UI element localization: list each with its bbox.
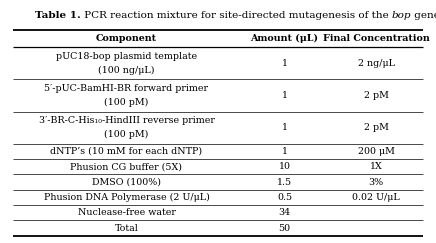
Text: 1: 1 [282, 91, 287, 100]
Text: 3%: 3% [368, 178, 384, 187]
Text: gene.: gene. [411, 11, 436, 20]
Text: 1X: 1X [370, 162, 382, 171]
Text: 2 pM: 2 pM [364, 91, 388, 100]
Text: bop: bop [392, 11, 411, 20]
Text: 5′-pUC-BamHI-BR forward primer: 5′-pUC-BamHI-BR forward primer [44, 84, 208, 93]
Text: (100 ng/μL): (100 ng/μL) [98, 66, 155, 75]
Text: (100 pM): (100 pM) [104, 130, 149, 139]
Text: 1: 1 [282, 59, 287, 68]
Text: 3′-BR-C-His₁₀-HindIII reverse primer: 3′-BR-C-His₁₀-HindIII reverse primer [38, 116, 215, 125]
Text: Nuclease-free water: Nuclease-free water [78, 208, 175, 217]
Text: 1: 1 [282, 123, 287, 132]
Text: Phusion CG buffer (5X): Phusion CG buffer (5X) [71, 162, 182, 171]
Text: DMSO (100%): DMSO (100%) [92, 178, 161, 187]
Text: Component: Component [96, 34, 157, 43]
Text: Amount (μL): Amount (μL) [251, 34, 318, 43]
Text: dNTP’s (10 mM for each dNTP): dNTP’s (10 mM for each dNTP) [51, 147, 202, 156]
Text: 50: 50 [279, 224, 290, 233]
Text: 0.02 U/μL: 0.02 U/μL [352, 193, 400, 202]
Text: PCR reaction mixture for site-directed mutagenesis of the: PCR reaction mixture for site-directed m… [81, 11, 392, 20]
Text: pUC18-bop plasmid template: pUC18-bop plasmid template [56, 52, 197, 61]
Text: 34: 34 [279, 208, 290, 217]
Text: 2 pM: 2 pM [364, 123, 388, 132]
Text: 10: 10 [279, 162, 290, 171]
Text: 200 μM: 200 μM [358, 147, 395, 156]
Text: Table 1.: Table 1. [35, 11, 81, 20]
Text: Phusion DNA Polymerase (2 U/μL): Phusion DNA Polymerase (2 U/μL) [44, 193, 209, 202]
Text: Final Concentration: Final Concentration [323, 34, 429, 43]
Text: 1: 1 [282, 147, 287, 156]
Text: Total: Total [115, 224, 138, 233]
Text: 1.5: 1.5 [277, 178, 292, 187]
Text: 2 ng/μL: 2 ng/μL [358, 59, 395, 68]
Text: (100 pM): (100 pM) [104, 98, 149, 107]
Text: 0.5: 0.5 [277, 193, 292, 202]
